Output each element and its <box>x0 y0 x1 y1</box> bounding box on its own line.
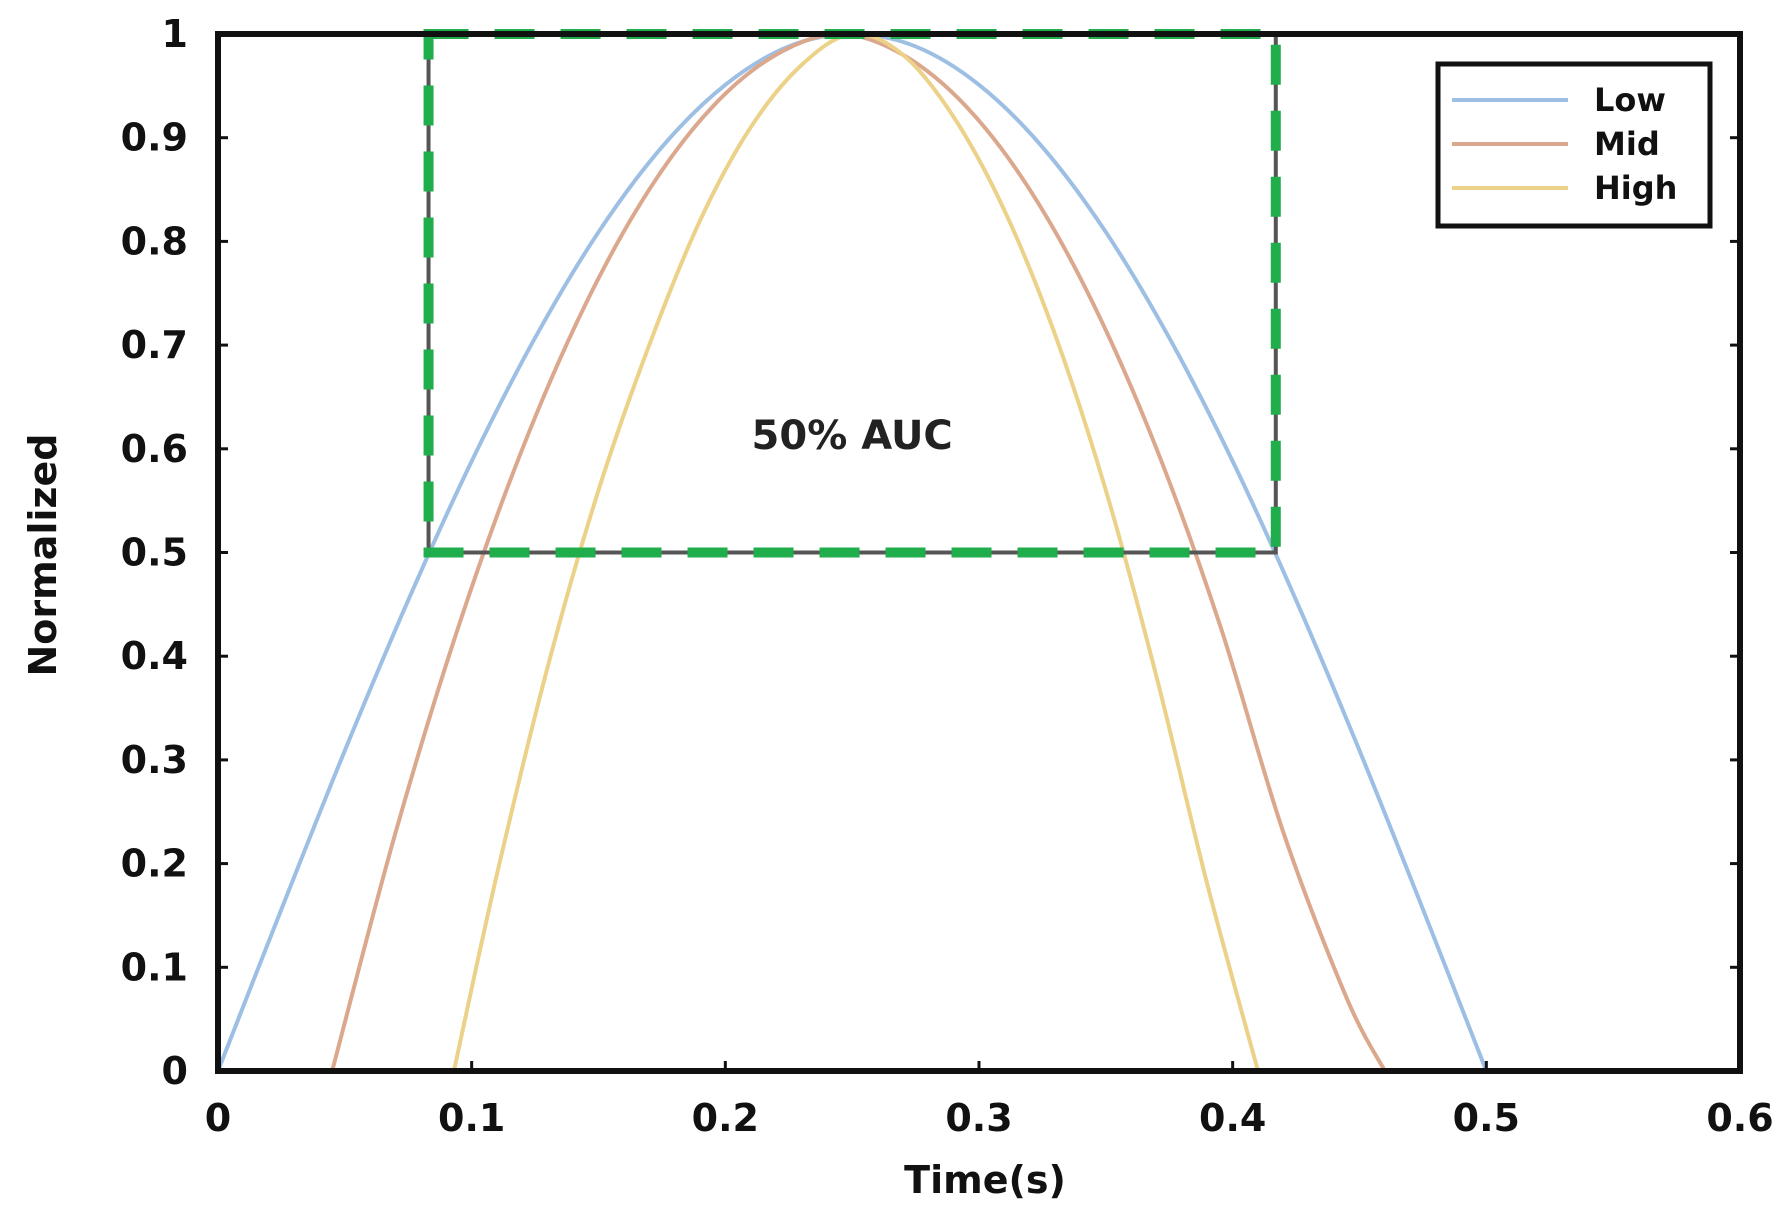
auc-box-outline <box>426 32 1278 555</box>
y-axis-ticks: 0 0.1 0.2 0.3 0.4 0.5 0.6 0.7 0.8 0.9 1 <box>121 12 1740 1093</box>
y-tick-label: 0.8 <box>121 219 188 263</box>
legend: Low Mid High <box>1435 61 1713 229</box>
y-tick-label: 0 <box>162 1049 188 1093</box>
x-tick-label: 0 <box>205 1096 231 1140</box>
auc-annotation: 50% AUC <box>423 29 1281 558</box>
y-tick-label: 0.9 <box>121 116 188 160</box>
legend-label-high: High <box>1594 169 1677 207</box>
y-tick-label: 0.4 <box>121 634 188 678</box>
y-tick-label: 0.7 <box>121 323 188 367</box>
y-tick-label: 0.6 <box>121 427 188 471</box>
x-axis-title: Time(s) <box>904 1158 1066 1202</box>
y-tick-label: 0.2 <box>121 842 188 886</box>
y-tick-label: 0.5 <box>121 531 188 575</box>
x-axis-ticks: 0 0.1 0.2 0.3 0.4 0.5 0.6 <box>205 1061 1774 1140</box>
x-tick-label: 0.6 <box>1706 1096 1773 1140</box>
legend-items: Low Mid High <box>1452 81 1677 207</box>
series-line-mid <box>330 32 1387 1073</box>
x-tick-label: 0.1 <box>438 1096 505 1140</box>
x-tick-label: 0.4 <box>1199 1096 1266 1140</box>
x-tick-label: 0.3 <box>945 1096 1012 1140</box>
y-tick-label: 0.3 <box>121 738 188 782</box>
legend-label-mid: Mid <box>1594 125 1660 163</box>
legend-label-low: Low <box>1594 81 1666 119</box>
y-tick-label: 0.1 <box>121 945 188 989</box>
x-tick-label: 0.2 <box>692 1096 759 1140</box>
y-axis-title: Normalized <box>21 433 65 676</box>
y-tick-label: 1 <box>162 12 188 56</box>
x-tick-label: 0.5 <box>1453 1096 1520 1140</box>
auc-label: 50% AUC <box>752 413 953 459</box>
auc-box-dashed <box>423 29 1281 558</box>
